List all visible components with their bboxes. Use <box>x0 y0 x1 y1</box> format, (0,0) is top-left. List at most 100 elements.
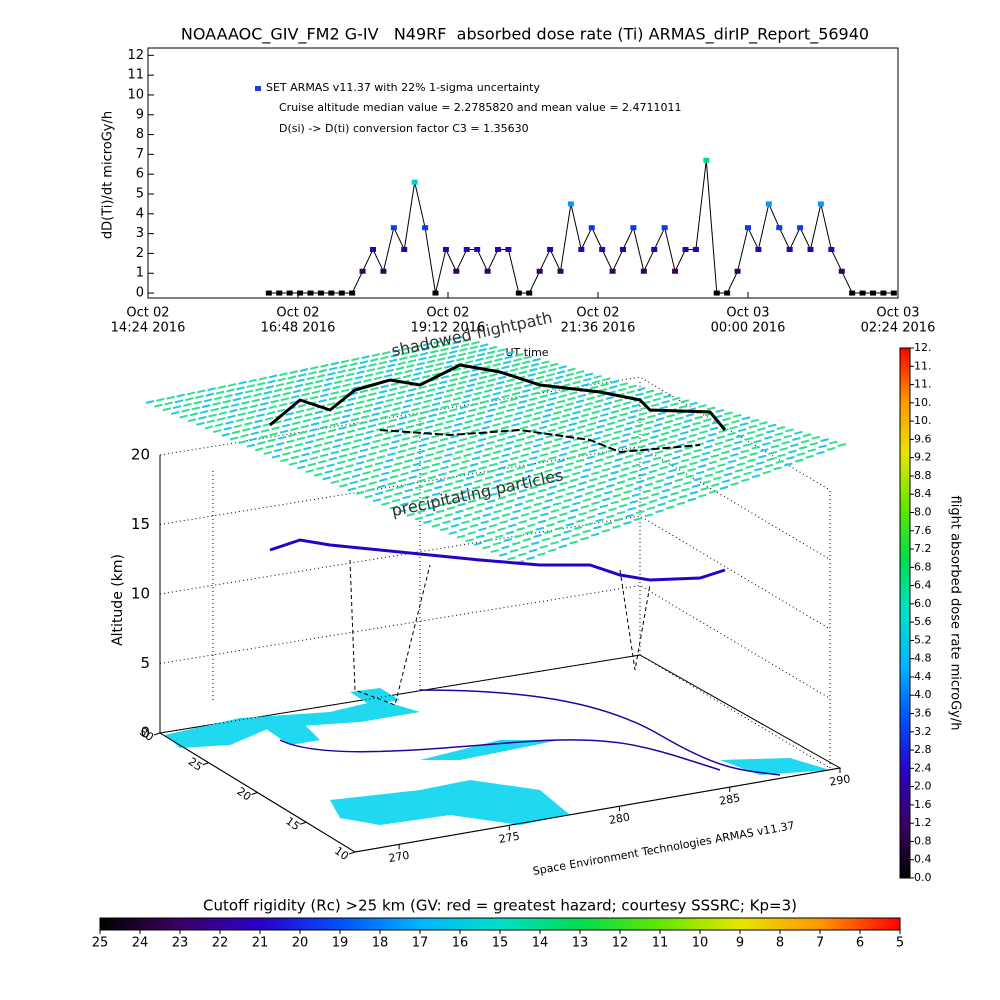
mesh-dash <box>474 509 483 514</box>
mesh-dash <box>593 404 602 409</box>
mesh-dash <box>410 440 419 445</box>
mesh-dash <box>728 459 737 464</box>
mesh-dash <box>391 468 401 473</box>
mesh-dash <box>256 413 265 418</box>
mesh-dash <box>400 471 409 476</box>
mesh-dash <box>676 443 685 448</box>
mesh-dash <box>503 388 512 393</box>
mesh-dash <box>496 437 506 442</box>
mesh-dash <box>454 450 464 454</box>
mesh-dash <box>275 441 285 446</box>
mesh-dash <box>573 526 583 530</box>
mesh-dash <box>431 434 440 439</box>
mesh-dash <box>285 411 294 416</box>
mesh-dash <box>484 506 494 511</box>
mesh-dash <box>764 463 774 468</box>
mesh-dash <box>310 422 320 426</box>
mesh-dash <box>644 482 654 487</box>
coast-line <box>279 738 721 771</box>
mesh-dash <box>490 549 500 554</box>
mesh-dash <box>452 428 461 433</box>
mesh-dash <box>499 520 509 525</box>
mesh-dash <box>325 434 335 439</box>
mesh-dash <box>476 352 486 357</box>
mesh-dash <box>330 390 339 395</box>
mesh-dash <box>452 340 461 345</box>
mesh-dash <box>612 493 622 498</box>
mesh-dash <box>786 456 795 460</box>
mesh-dash <box>586 455 596 460</box>
mesh-dash <box>670 462 679 467</box>
mesh-dash <box>452 367 462 372</box>
mesh-dash <box>414 455 424 460</box>
mesh-dash <box>195 394 204 399</box>
mesh-dash <box>385 488 394 493</box>
mesh-dash <box>679 430 689 435</box>
colorbar-tick-label: 8 <box>776 936 784 951</box>
mesh-dash <box>417 416 427 421</box>
mesh-dash <box>776 426 786 430</box>
mesh-dash <box>575 370 585 375</box>
mesh-dash <box>513 416 522 421</box>
mesh-dash <box>699 430 708 435</box>
x-tick-label: 16:48 2016 <box>261 321 336 336</box>
mesh-dash <box>529 456 538 461</box>
z-tick-label: 20 <box>131 446 150 464</box>
data-point <box>401 246 408 252</box>
mesh-dash <box>551 416 560 421</box>
mesh-dash <box>539 512 549 517</box>
mesh-dash <box>560 446 570 451</box>
mesh-dash <box>599 445 608 450</box>
y-tick-label: 4 <box>136 206 144 221</box>
mesh-dash <box>794 458 804 463</box>
mesh-dash <box>648 499 658 504</box>
mesh-dash <box>488 523 498 528</box>
mesh-dash <box>515 380 524 385</box>
colorbar-tick-label: 19 <box>332 936 349 951</box>
mesh-dash <box>337 369 346 374</box>
mesh-dash <box>627 415 637 420</box>
y-tick-label: 3 <box>136 226 144 241</box>
mesh-dash <box>387 452 396 457</box>
mesh-dash <box>529 485 538 490</box>
mesh-dash <box>616 451 625 456</box>
mesh-dash <box>703 418 712 423</box>
mesh-dash <box>398 478 407 483</box>
mesh-dash <box>533 534 542 538</box>
mesh-dash <box>559 512 568 517</box>
mesh-dash <box>351 386 360 391</box>
mesh-dash <box>717 463 726 468</box>
mesh-dash <box>404 488 413 493</box>
mesh-dash <box>450 462 460 467</box>
mesh-dash <box>773 466 782 471</box>
mesh-dash <box>597 511 607 516</box>
plot-frame <box>147 47 899 299</box>
mesh-dash <box>359 448 369 453</box>
mesh-dash <box>372 467 382 472</box>
mesh-dash <box>664 419 674 424</box>
mesh-dash <box>282 391 291 396</box>
mesh-dash <box>497 348 506 353</box>
mesh-dash <box>294 442 304 447</box>
mesh-dash <box>683 418 693 423</box>
mesh-dash <box>444 364 453 369</box>
mesh-dash <box>248 378 257 383</box>
credit: Space Environment Technologies ARMAS v11… <box>532 819 796 878</box>
mesh-dash <box>467 530 477 535</box>
mesh-dash <box>246 443 256 448</box>
mesh-dash <box>227 414 236 419</box>
mesh-dash <box>463 513 473 518</box>
mesh-dash <box>393 433 402 438</box>
mesh-dash <box>300 424 310 429</box>
mesh-dash <box>567 484 577 489</box>
mesh-dash <box>538 425 548 430</box>
mesh-dash <box>482 482 492 487</box>
mesh-dash <box>272 393 281 398</box>
mesh-dash <box>625 483 634 488</box>
z-grid-line <box>159 515 831 630</box>
mesh-dash <box>277 377 286 382</box>
mesh-dash <box>327 428 337 433</box>
mesh-dash <box>652 397 662 402</box>
mesh-dash <box>423 369 432 374</box>
mesh-dash <box>614 398 623 403</box>
